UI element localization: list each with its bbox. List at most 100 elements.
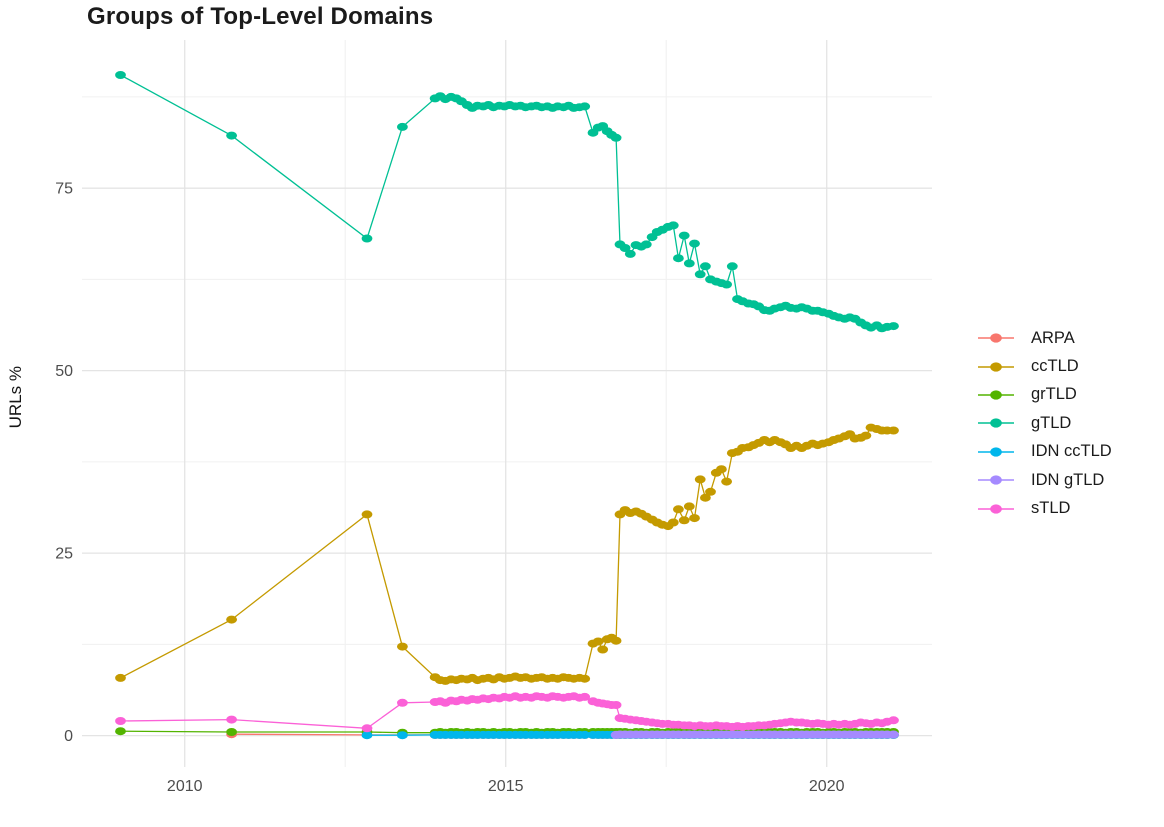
- data-point-grtld: [226, 728, 238, 736]
- data-point-cctld: [226, 615, 238, 624]
- legend-item-cctld: ccTLD: [976, 352, 1112, 380]
- legend-key-dot: [990, 390, 1002, 400]
- data-point-cctld: [579, 674, 591, 683]
- y-tick-label: 0: [64, 728, 73, 745]
- data-point-gtld: [624, 249, 636, 258]
- legend-key-grtld: [978, 390, 1014, 400]
- data-point-gtld: [721, 280, 732, 289]
- data-point-cctld: [689, 514, 700, 523]
- data-point-gtld: [673, 254, 684, 263]
- data-point-gtld: [397, 122, 408, 131]
- legend-key-idn-cctld: [978, 447, 1014, 457]
- data-point-gtld: [689, 239, 700, 248]
- data-point-cctld: [673, 505, 684, 514]
- legend-item-arpa: ARPA: [976, 324, 1112, 352]
- data-point-cctld: [597, 645, 609, 654]
- data-point-gtld: [115, 71, 126, 79]
- legend-label-grtld: grTLD: [1031, 385, 1077, 404]
- legend-item-idn-cctld: IDN ccTLD: [976, 438, 1112, 466]
- data-point-gtld: [700, 262, 711, 271]
- y-tick-label: 75: [55, 181, 73, 198]
- legend-label-idn-cctld: IDN ccTLD: [1031, 442, 1112, 461]
- data-point-cctld: [694, 475, 706, 484]
- data-point-grtld: [115, 727, 126, 736]
- data-point-idn-cctld: [579, 730, 591, 739]
- axis-labels: 2010 2015 2020 0 25 50 75: [55, 181, 844, 795]
- y-axis-title: URLs %: [6, 366, 25, 429]
- data-point-cctld: [888, 426, 899, 435]
- data-point-cctld: [361, 510, 373, 519]
- data-point-cctld: [721, 477, 732, 486]
- legend-item-gtld: gTLD: [976, 409, 1112, 437]
- legend-item-grtld: grTLD: [976, 381, 1112, 409]
- data-point-cctld: [610, 636, 622, 645]
- legend-item-stld: sTLD: [976, 494, 1112, 522]
- data-point-gtld: [226, 131, 238, 140]
- legend-label-arpa: ARPA: [1031, 328, 1075, 347]
- x-tick-label: 2015: [488, 778, 524, 795]
- data-point-gtld: [579, 102, 591, 111]
- data-point-gtld: [694, 270, 706, 279]
- legend-key-dot: [990, 503, 1002, 514]
- data-point-cctld: [667, 518, 679, 527]
- legend-key-arpa: [978, 333, 1014, 343]
- legend: ARPA ccTLD grTLD gTLD IDN ccTLD IDN gTLD sTLD: [976, 324, 1112, 523]
- data-point-cctld: [705, 487, 716, 496]
- legend-label-cctld: ccTLD: [1031, 357, 1079, 376]
- data-point-gtld: [610, 133, 622, 142]
- series-gtld: [115, 71, 899, 333]
- series-line-cctld: [120, 426, 894, 682]
- legend-item-idn-gtld: IDN gTLD: [976, 466, 1112, 494]
- legend-label-stld: sTLD: [1031, 499, 1071, 518]
- data-point-stld: [226, 715, 238, 724]
- data-point-idn-cctld: [361, 731, 373, 740]
- data-point-gtld: [678, 231, 690, 240]
- series-line-gtld: [120, 74, 894, 329]
- legend-key-dot: [990, 333, 1002, 343]
- data-point-stld: [361, 724, 373, 733]
- data-point-cctld: [592, 637, 604, 646]
- series-stld: [115, 692, 899, 733]
- legend-key-dot: [990, 418, 1002, 428]
- data-point-idn-cctld: [397, 731, 408, 740]
- data-point-gtld: [667, 221, 679, 230]
- legend-key-dot: [990, 447, 1002, 457]
- legend-key-idn-gtld: [978, 475, 1014, 485]
- data-point-gtld: [619, 244, 631, 252]
- data-point-cctld: [860, 431, 872, 440]
- data-point-stld: [579, 692, 591, 701]
- y-tick-label: 25: [55, 546, 73, 563]
- data-point-cctld: [115, 673, 126, 682]
- data-point-cctld: [716, 465, 727, 474]
- data-point-stld: [397, 698, 408, 707]
- legend-key-dot: [990, 361, 1002, 372]
- data-point-stld: [610, 701, 622, 709]
- legend-key-stld: [978, 503, 1014, 514]
- legend-key-dot: [990, 475, 1002, 485]
- data-point-stld: [888, 716, 899, 725]
- x-tick-label: 2020: [809, 778, 845, 795]
- legend-key-cctld: [978, 361, 1014, 372]
- grid-minor: [82, 40, 932, 767]
- data-point-cctld: [683, 502, 695, 511]
- data-point-cctld: [678, 516, 690, 525]
- y-tick-label: 50: [55, 363, 73, 380]
- x-tick-label: 2010: [167, 778, 203, 795]
- legend-label-idn-gtld: IDN gTLD: [1031, 470, 1105, 489]
- grid-major: [82, 40, 932, 767]
- data-point-idn-gtld: [888, 730, 899, 739]
- legend-label-gtld: gTLD: [1031, 413, 1072, 432]
- legend-key-gtld: [978, 418, 1014, 428]
- data-point-cctld: [397, 642, 408, 651]
- data-point-cctld: [700, 493, 711, 502]
- series-cctld: [115, 423, 899, 685]
- data-point-gtld: [361, 234, 373, 243]
- chart-title: Groups of Top-Level Domains: [87, 3, 434, 30]
- data-point-gtld: [640, 240, 652, 249]
- data-point-gtld: [683, 259, 695, 268]
- data-point-gtld: [726, 262, 738, 271]
- data-point-gtld: [888, 322, 899, 331]
- data-point-stld: [115, 717, 126, 725]
